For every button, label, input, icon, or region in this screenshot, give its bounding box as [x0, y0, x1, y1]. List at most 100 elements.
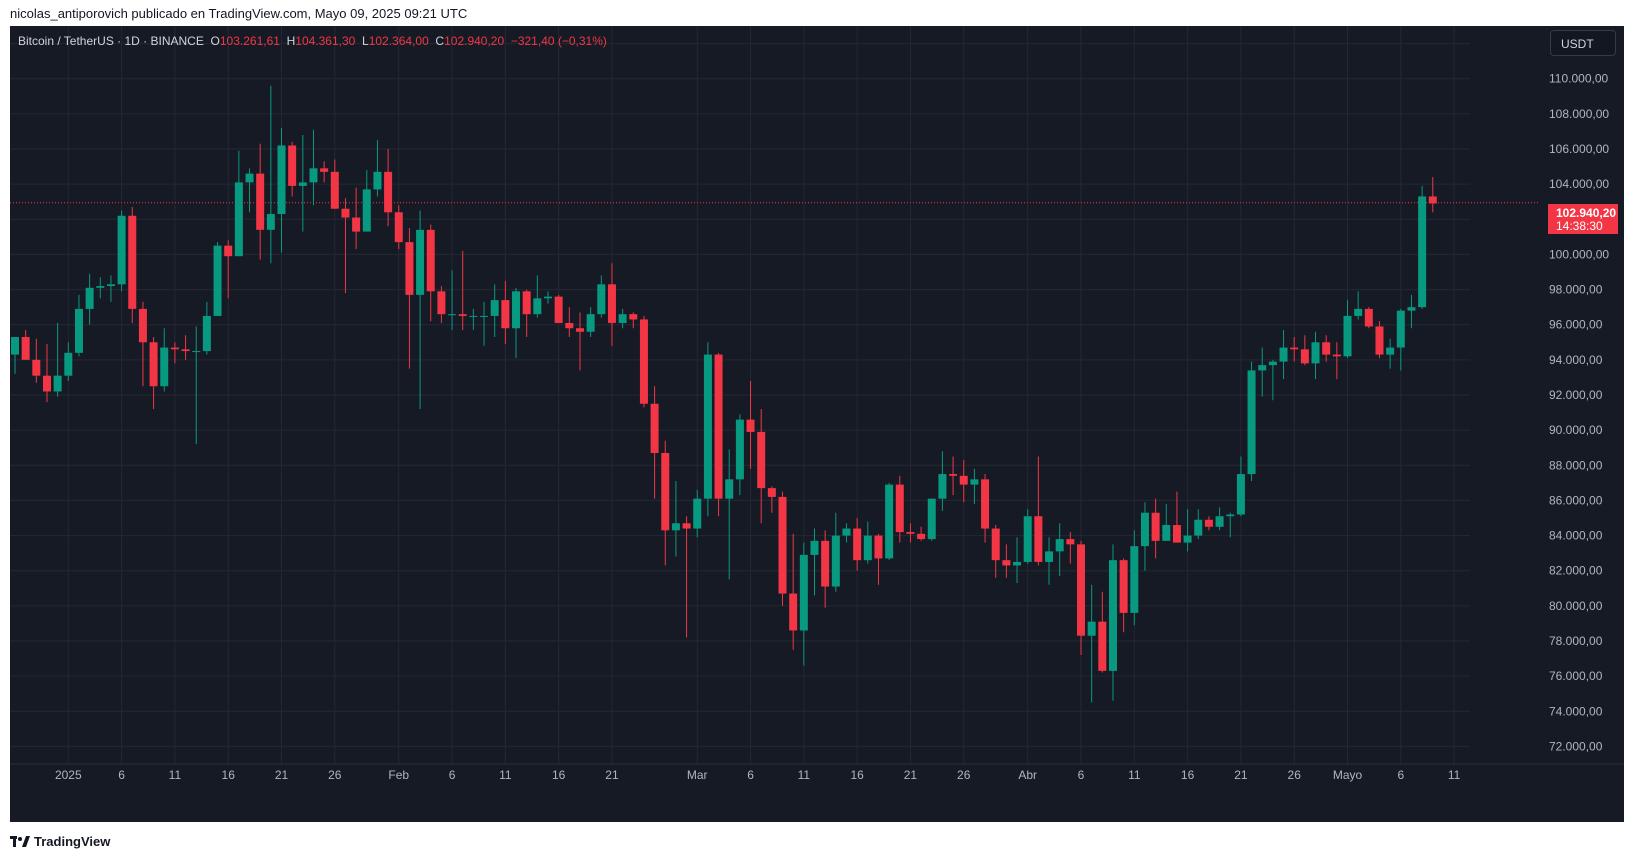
candle-body-up	[1354, 308, 1363, 316]
candle-body-down	[1322, 342, 1331, 355]
footer: TradingView	[0, 822, 1634, 857]
candle-body-up	[1108, 560, 1117, 671]
candle-body-down	[853, 528, 862, 561]
time-tick-label: Abr	[1018, 768, 1037, 782]
low-value: 102.364,00	[368, 34, 429, 48]
last-price-value: 102.940,20	[1556, 206, 1617, 220]
price-axis[interactable]: 72.000,00 74.000,00 76.000,00 78.000,00 80.0…	[1549, 37, 1609, 754]
candle-body-down	[906, 532, 915, 534]
candle-body-down	[128, 215, 137, 309]
price-tick-label: 106.000,00	[1549, 142, 1609, 156]
candle-body-up	[245, 173, 254, 183]
candle-body-up	[1194, 519, 1203, 536]
time-tick-label: 21	[605, 768, 619, 782]
candle-body-down	[1290, 347, 1299, 350]
candle-body-down	[1034, 516, 1043, 562]
price-tick-label: 88.000,00	[1549, 458, 1603, 472]
candle-body-up	[362, 189, 371, 232]
price-tick-label: 96.000,00	[1549, 318, 1603, 332]
candle-body-down	[1066, 539, 1075, 545]
candlestick-chart[interactable]: 72.000,00 74.000,00 76.000,00 78.000,00 80.0…	[10, 26, 1624, 822]
price-tick-label: 104.000,00	[1549, 177, 1609, 191]
candle-body-down	[682, 523, 691, 529]
candle-body-up	[1023, 516, 1032, 562]
candle-body-up	[735, 419, 744, 480]
candle-body-down	[789, 593, 798, 631]
candle-body-down	[757, 431, 766, 489]
time-tick-label: 6	[449, 768, 456, 782]
candle-body-down	[1332, 354, 1341, 357]
time-tick-label: 2025	[55, 768, 82, 782]
candle-body-up	[1258, 365, 1267, 371]
candle-body-down	[1364, 308, 1373, 327]
price-tick-label: 76.000,00	[1549, 669, 1603, 683]
candle-body-down	[959, 475, 968, 485]
candle-body-up	[586, 314, 595, 332]
candle-body-up	[1343, 315, 1352, 357]
candle-body-up	[671, 523, 680, 531]
candle-body-down	[1428, 196, 1437, 204]
time-axis[interactable]: 2025 6 11 16 21 26 Feb 6 11 16 21 Mar 6 11 16 21 26 Abr 6 1…	[55, 768, 1461, 782]
candle-body-up	[85, 287, 94, 309]
candle-body-up	[202, 315, 211, 352]
tradingview-brand: TradingView	[34, 834, 111, 849]
candle-body-down	[746, 419, 755, 432]
chart-background	[10, 26, 1624, 822]
candle-body-up	[1013, 561, 1022, 566]
candles	[11, 85, 1437, 703]
candle-body-down	[767, 488, 776, 497]
candle-body-up	[309, 168, 318, 183]
price-tick-label: 80.000,00	[1549, 599, 1603, 613]
candle-body-down	[639, 319, 648, 404]
candle-body-up	[106, 284, 115, 287]
candle-body-down	[394, 212, 403, 243]
price-tick-label: 84.000,00	[1549, 529, 1603, 543]
candle-body-up	[927, 498, 936, 540]
candle-body-up	[1183, 535, 1192, 543]
price-tick-label: 110.000,00	[1549, 72, 1608, 86]
symbol-name: Bitcoin / TetherUS · 1D · BINANCE	[18, 34, 204, 48]
candle-body-down	[181, 349, 190, 352]
candle-body-down	[320, 168, 329, 172]
chart-frame[interactable]: 72.000,00 74.000,00 76.000,00 78.000,00 80.0…	[10, 26, 1624, 822]
candle-body-down	[384, 171, 393, 213]
candle-body-up	[597, 284, 606, 315]
candle-body-down	[661, 452, 670, 531]
tradingview-logo-icon	[10, 835, 30, 847]
candle-body-down	[895, 484, 904, 533]
candle-body-down	[437, 291, 446, 315]
price-tick-label: 108.000,00	[1549, 107, 1609, 121]
symbol-legend[interactable]: Bitcoin / TetherUS · 1D · BINANCE O103.2…	[18, 34, 607, 48]
candle-body-up	[480, 315, 489, 317]
tradingview-logo[interactable]: TradingView	[10, 834, 110, 849]
bar-countdown: 14:38:30	[1556, 219, 1603, 233]
candle-body-up	[266, 214, 275, 230]
candle-body-down	[1204, 519, 1213, 527]
candle-body-down	[1098, 621, 1107, 671]
candle-body-down	[1375, 326, 1384, 355]
candle-body-up	[53, 375, 62, 392]
candle-body-down	[522, 291, 531, 315]
candle-body-up	[1226, 514, 1235, 517]
candle-body-down	[821, 540, 830, 587]
candle-body-down	[341, 208, 350, 218]
price-tick-label: 90.000,00	[1549, 423, 1603, 437]
candle-body-up	[1140, 512, 1149, 547]
price-tick-label: 72.000,00	[1549, 739, 1603, 753]
candle-body-up	[533, 298, 542, 315]
candle-body-up	[1130, 546, 1139, 613]
candle-body-up	[1311, 342, 1320, 364]
currency-button[interactable]: USDT	[1550, 30, 1616, 56]
candle-body-down	[1002, 560, 1011, 566]
candle-body-up	[298, 182, 307, 186]
price-tick-label: 94.000,00	[1549, 353, 1603, 367]
high-value: 104.361,30	[295, 34, 356, 48]
candle-body-up	[799, 554, 808, 631]
time-tick-label: 6	[1397, 768, 1404, 782]
candle-body-up	[160, 347, 169, 387]
change-value: −321,40 (−0,31%)	[510, 34, 607, 48]
candle-body-down	[501, 300, 510, 329]
candle-body-up	[1418, 196, 1427, 308]
candle-body-up	[842, 528, 851, 536]
candle-body-up	[725, 479, 734, 499]
